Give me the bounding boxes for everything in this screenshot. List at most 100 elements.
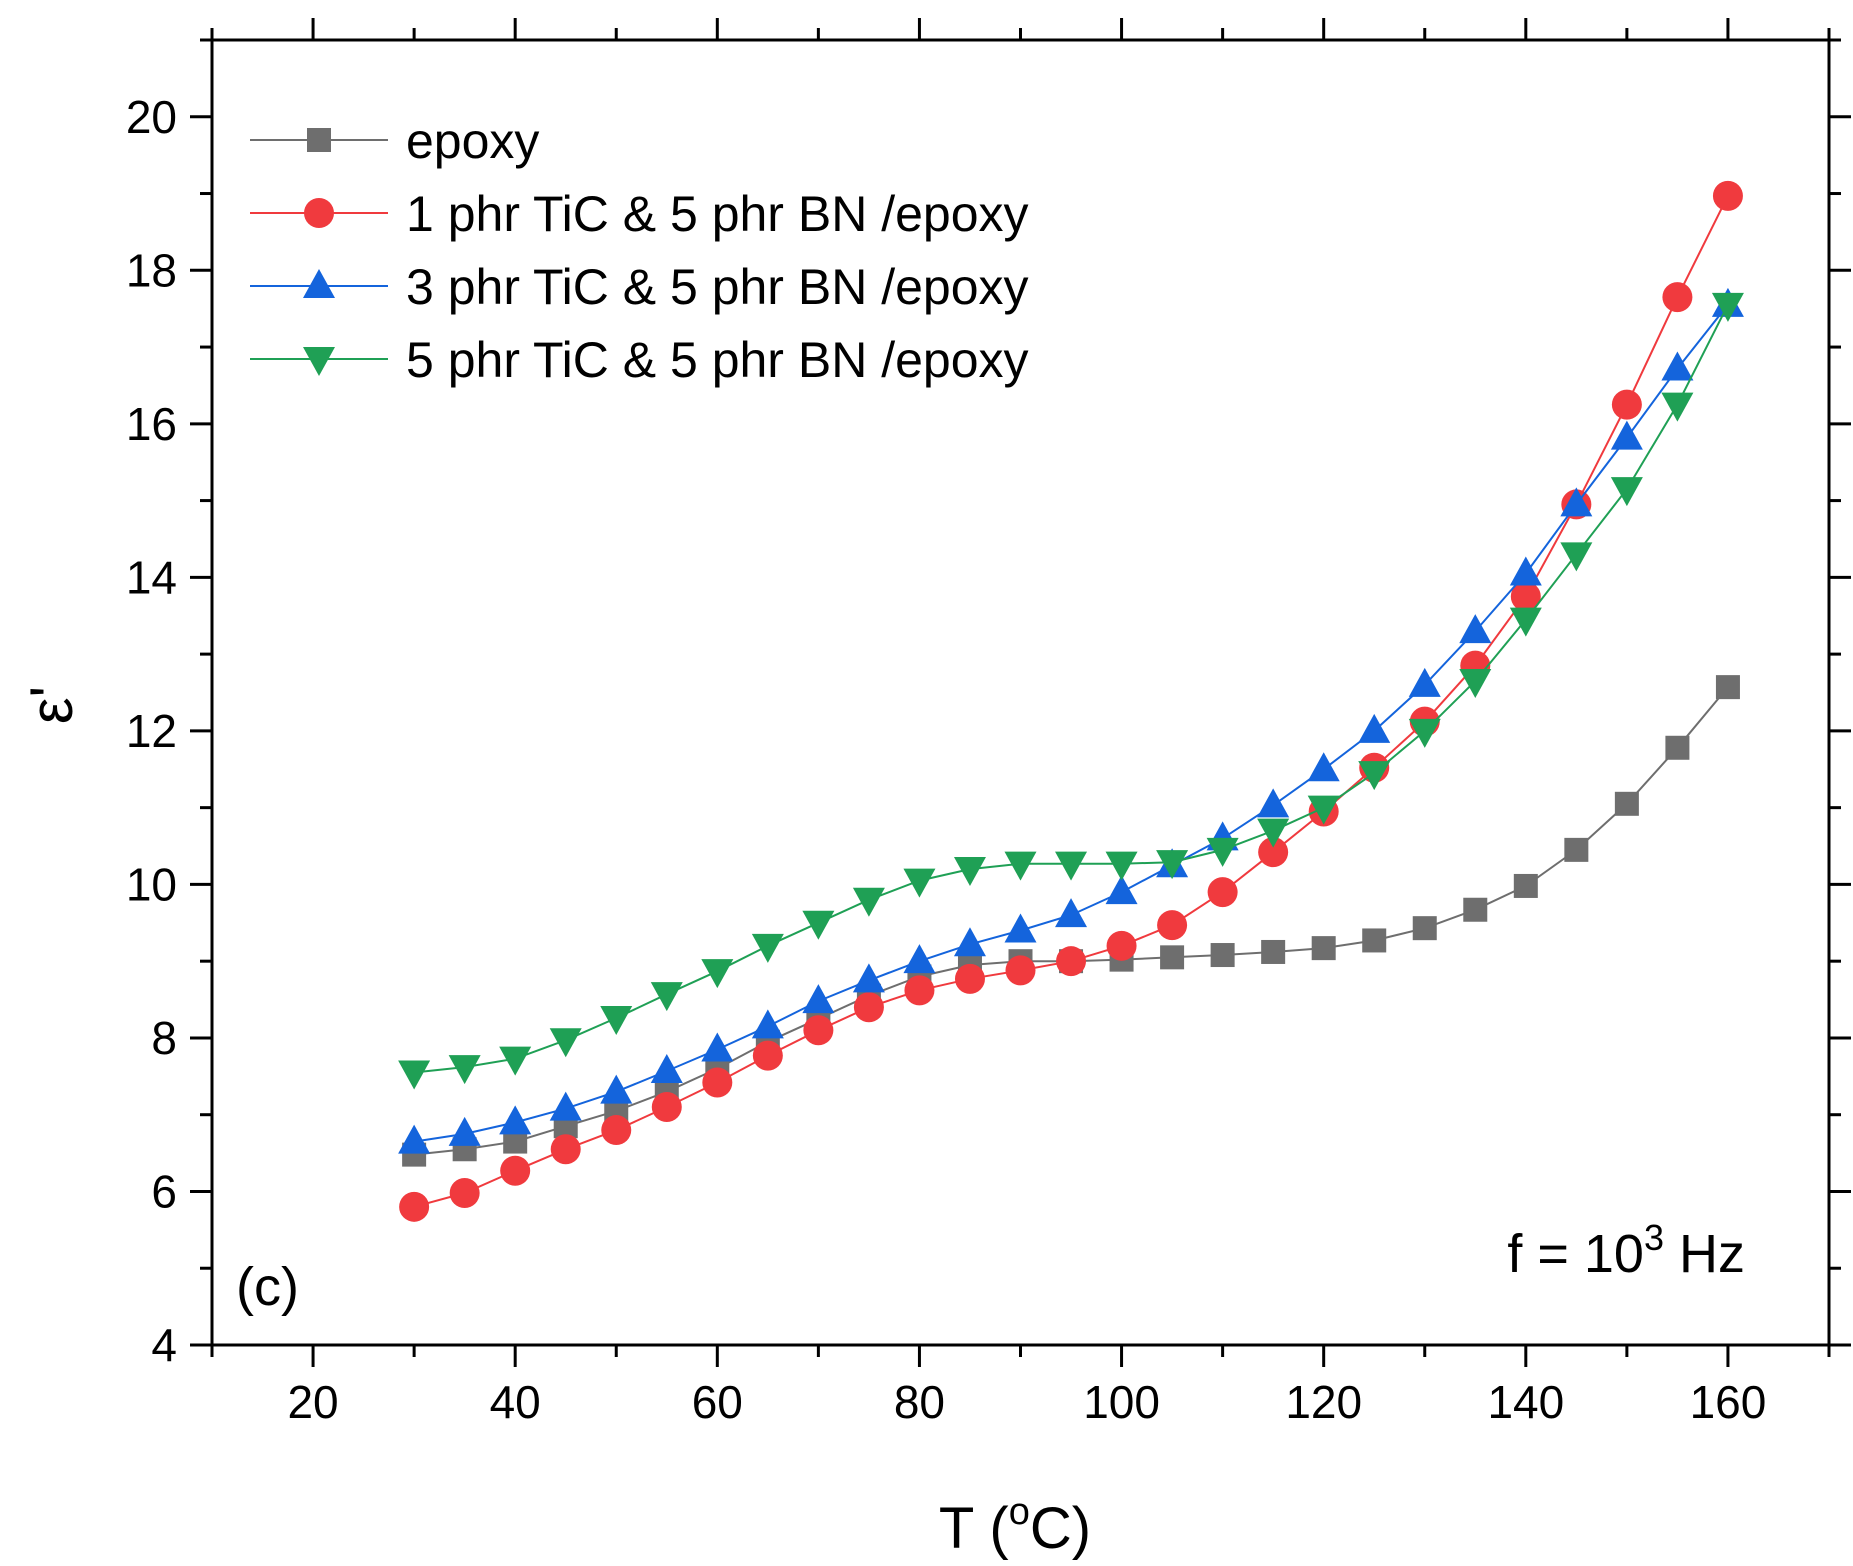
data-point	[904, 975, 935, 1006]
data-point	[1358, 761, 1391, 791]
data-point	[802, 910, 835, 940]
data-point	[1661, 392, 1694, 422]
x-axis-label: T (oC)	[939, 1491, 1091, 1561]
data-point	[953, 857, 986, 887]
data-point	[1662, 282, 1693, 313]
data-point	[650, 982, 683, 1012]
data-point	[1005, 955, 1036, 986]
data-point	[398, 1060, 431, 1090]
data-point	[1055, 898, 1088, 928]
data-point	[1509, 556, 1542, 586]
data-point	[802, 984, 835, 1014]
data-point	[1614, 791, 1639, 816]
data-point	[1510, 581, 1541, 612]
legend-label: 1 phr TiC & 5 phr BN /epoxy	[406, 186, 1029, 242]
data-point	[1105, 851, 1138, 881]
data-point	[1610, 477, 1643, 507]
data-point	[852, 963, 885, 993]
x-tick-label: 160	[1690, 1376, 1767, 1428]
data-point	[1157, 910, 1188, 941]
data-point	[1210, 943, 1235, 968]
data-point	[903, 868, 936, 898]
legend-item: 3 phr TiC & 5 phr BN /epoxy	[250, 259, 1029, 315]
data-point	[1004, 851, 1037, 881]
data-point	[751, 1009, 784, 1039]
data-point	[1258, 837, 1289, 868]
legend-item: 5 phr TiC & 5 phr BN /epoxy	[250, 332, 1029, 388]
series-4	[398, 292, 1744, 1090]
data-point	[1307, 752, 1340, 782]
data-point	[448, 1116, 481, 1146]
data-point	[1513, 873, 1538, 898]
data-point	[1207, 877, 1238, 908]
y-tick-label: 14	[126, 551, 177, 603]
data-point	[752, 1040, 783, 1071]
y-tick-label: 18	[126, 244, 177, 296]
legend: epoxy 1 phr TiC & 5 phr BN /epoxy 3 phr Ti…	[250, 113, 1029, 388]
data-point	[500, 1155, 531, 1186]
axis-ticks	[190, 18, 1851, 1367]
data-point	[1408, 667, 1441, 697]
legend-marker	[303, 269, 335, 298]
data-point	[954, 963, 985, 994]
x-tick-label: 120	[1285, 1376, 1362, 1428]
data-point	[549, 1028, 582, 1058]
data-point	[1004, 913, 1037, 943]
data-point	[448, 1055, 481, 1085]
x-tick-label: 80	[894, 1376, 945, 1428]
data-point	[1311, 936, 1336, 961]
x-tick-label: 40	[490, 1376, 541, 1428]
data-point	[1509, 607, 1542, 637]
data-point	[601, 1115, 632, 1146]
data-point	[1564, 837, 1589, 862]
data-point	[1560, 542, 1593, 572]
data-point	[449, 1178, 480, 1209]
data-point	[499, 1046, 532, 1076]
data-point	[1711, 292, 1744, 322]
data-point	[398, 1124, 431, 1154]
data-point	[651, 1092, 682, 1123]
y-tick-label: 6	[151, 1165, 177, 1217]
data-point	[600, 1005, 633, 1035]
data-point	[1610, 420, 1643, 450]
x-tick-label: 100	[1083, 1376, 1160, 1428]
axis-tick-labels: 20 40 60 80 100 120 140 160 4 6 8 10 12 14 16 18 20	[126, 91, 1766, 1428]
data-point	[1412, 916, 1437, 941]
legend-item: 1 phr TiC & 5 phr BN /epoxy	[250, 186, 1029, 242]
series-2	[399, 180, 1743, 1222]
data-point	[1056, 946, 1087, 977]
data-point	[751, 933, 784, 963]
data-point	[1106, 930, 1137, 961]
data-point	[1459, 668, 1492, 698]
data-point	[803, 1015, 834, 1046]
series-layer	[398, 180, 1744, 1222]
data-point	[1665, 735, 1690, 760]
legend-item: epoxy	[250, 113, 539, 169]
panel-label: (c)	[236, 1257, 299, 1317]
data-point	[701, 959, 734, 989]
x-tick-label: 60	[692, 1376, 743, 1428]
y-tick-label: 4	[151, 1319, 177, 1371]
y-tick-label: 20	[126, 91, 177, 143]
legend-label: 5 phr TiC & 5 phr BN /epoxy	[406, 332, 1029, 388]
data-point	[549, 1091, 582, 1121]
data-point	[1105, 875, 1138, 905]
data-point	[1156, 850, 1189, 880]
y-tick-label: 12	[126, 705, 177, 757]
x-tick-label: 20	[287, 1376, 338, 1428]
data-point	[701, 1032, 734, 1062]
y-axis-label: ε'	[18, 686, 85, 724]
data-point	[550, 1134, 581, 1165]
legend-marker	[303, 347, 335, 376]
data-point	[1307, 795, 1340, 825]
data-point	[499, 1105, 532, 1135]
data-point	[1362, 928, 1387, 953]
data-point	[903, 944, 936, 974]
frequency-annotation: f = 103 Hz	[1507, 1217, 1745, 1284]
y-tick-label: 10	[126, 858, 177, 910]
data-point	[953, 927, 986, 957]
data-point	[702, 1067, 733, 1098]
legend-marker	[304, 198, 334, 228]
data-point	[1261, 939, 1286, 964]
